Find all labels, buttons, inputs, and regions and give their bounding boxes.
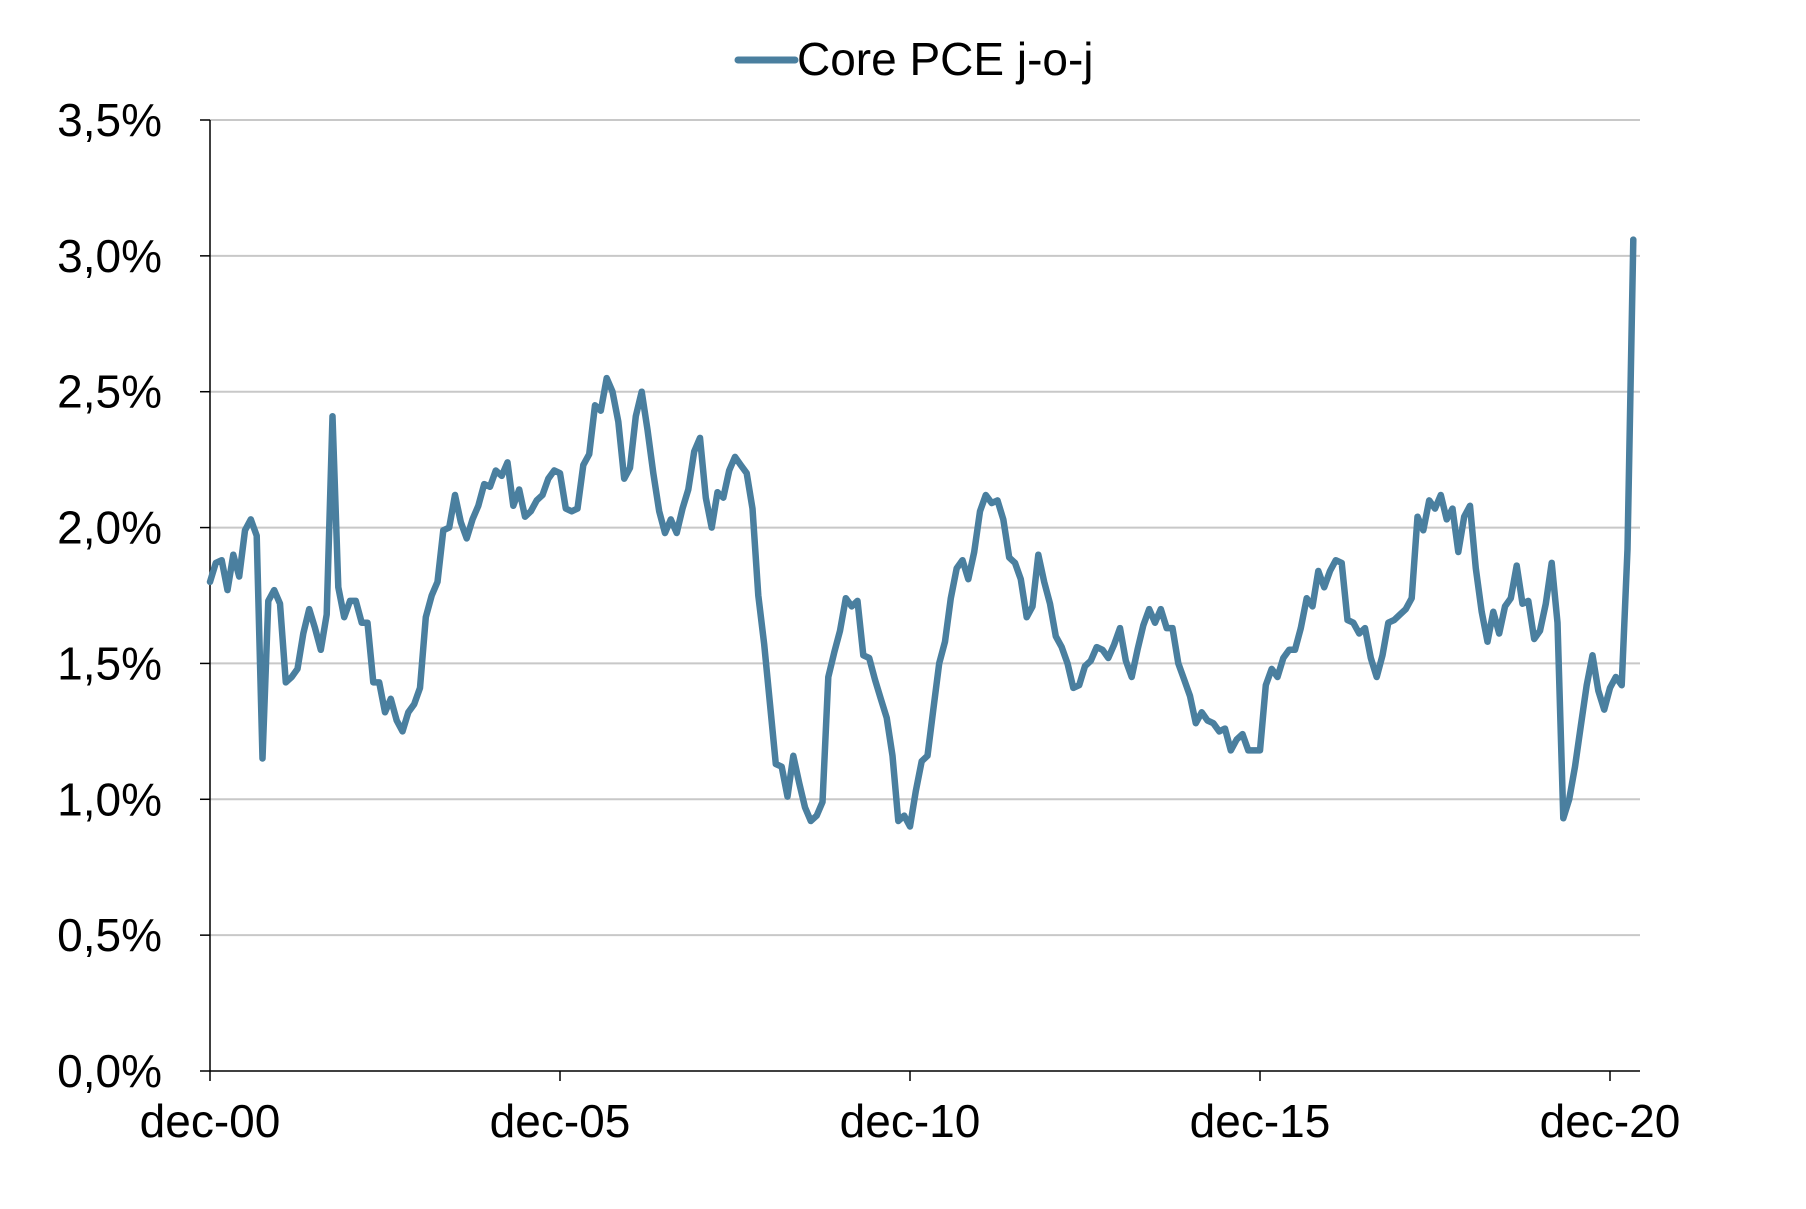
series-line (206, 236, 1637, 830)
x-tick-label: dec-05 (490, 1095, 631, 1147)
y-tick-label: 1,5% (57, 637, 162, 689)
y-axis-ticks: 0,0% 0,5% 1,0% 1,5% 2,0% 2,5% 3,0% 3,5% (57, 94, 210, 1097)
axes (209, 120, 1640, 1072)
y-tick-label: 2,5% (57, 366, 162, 418)
y-tick-label: 0,0% (57, 1045, 162, 1097)
x-tick-label: dec-00 (140, 1095, 281, 1147)
x-tick-label: dec-15 (1190, 1095, 1331, 1147)
series-group (206, 236, 1637, 830)
y-tick-label: 3,5% (57, 94, 162, 146)
x-axis-ticks: dec-00 dec-05 dec-10 dec-15 dec-20 (140, 1071, 1681, 1147)
y-tick-label: 2,0% (57, 502, 162, 554)
x-tick-label: dec-20 (1540, 1095, 1681, 1147)
y-tick-label: 0,5% (57, 909, 162, 961)
y-tick-label: 3,0% (57, 230, 162, 282)
legend: Core PCE j-o-j (734, 33, 1094, 85)
y-tick-label: 1,0% (57, 773, 162, 825)
legend-label: Core PCE j-o-j (797, 33, 1094, 85)
x-tick-label: dec-10 (840, 1095, 981, 1147)
